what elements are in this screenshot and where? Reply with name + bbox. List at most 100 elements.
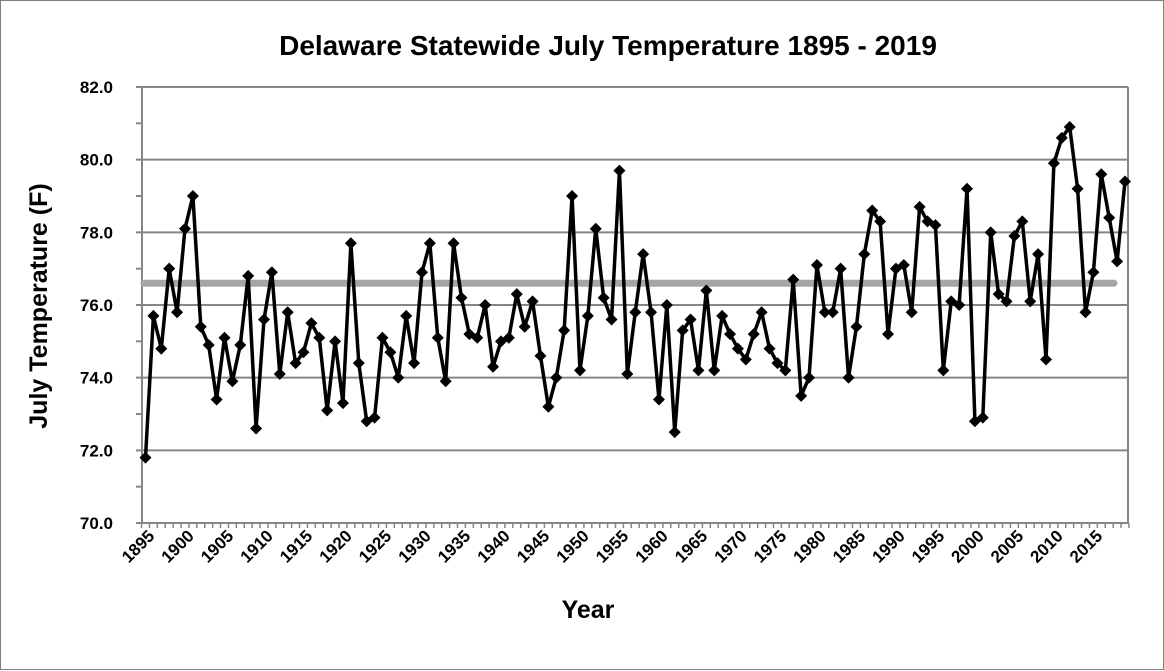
data-point-marker bbox=[273, 368, 286, 381]
data-point-marker bbox=[692, 364, 705, 377]
data-point-marker bbox=[265, 266, 278, 279]
x-tick-label: 1910 bbox=[237, 526, 277, 566]
y-axis-title: July Temperature (F) bbox=[25, 183, 53, 428]
data-point-marker bbox=[297, 346, 310, 359]
data-point-marker bbox=[953, 299, 966, 311]
data-point-marker bbox=[566, 190, 579, 202]
temperature-line bbox=[143, 125, 1127, 458]
y-axis: 70.0 72.0 74.0 76.0 78.0 80.0 82.0 bbox=[80, 78, 1129, 533]
y-tick-label: 74.0 bbox=[80, 369, 113, 388]
data-point-marker bbox=[660, 299, 673, 311]
data-point-marker bbox=[329, 335, 342, 348]
data-point-marker bbox=[202, 338, 215, 351]
x-tick-label: 1965 bbox=[671, 526, 711, 566]
data-point-marker bbox=[1063, 120, 1076, 133]
x-tick-label: 2000 bbox=[948, 526, 988, 566]
data-point-marker bbox=[795, 389, 808, 402]
data-point-marker bbox=[613, 164, 626, 177]
data-point-marker bbox=[874, 215, 887, 228]
x-tick-label: 2005 bbox=[987, 526, 1027, 566]
data-point-marker bbox=[155, 342, 168, 355]
x-tick-label: 1970 bbox=[711, 526, 751, 566]
data-point-marker bbox=[226, 375, 239, 388]
data-point-marker bbox=[289, 357, 302, 370]
data-point-marker bbox=[1071, 182, 1084, 195]
data-point-marker bbox=[937, 364, 950, 377]
data-point-marker bbox=[313, 331, 326, 344]
data-point-marker bbox=[1000, 295, 1013, 308]
data-point-marker bbox=[526, 295, 539, 308]
data-point-marker bbox=[147, 309, 160, 322]
x-tick-label: 1955 bbox=[592, 526, 632, 566]
data-point-marker bbox=[897, 259, 910, 272]
x-tick-label: 2010 bbox=[1027, 526, 1067, 566]
data-point-marker bbox=[842, 371, 855, 384]
data-point-marker bbox=[858, 248, 871, 261]
data-point-marker bbox=[487, 360, 500, 373]
x-tick-label: 1960 bbox=[632, 526, 672, 566]
data-point-marker bbox=[384, 346, 397, 359]
x-axis-title: Year bbox=[562, 596, 615, 624]
data-point-marker bbox=[194, 320, 207, 333]
x-tick-label: 1920 bbox=[316, 526, 356, 566]
data-point-marker bbox=[716, 309, 729, 322]
data-point-marker bbox=[234, 338, 247, 351]
data-point-marker bbox=[913, 200, 926, 213]
data-point-marker bbox=[708, 364, 721, 377]
data-point-marker bbox=[700, 284, 713, 297]
data-point-marker bbox=[242, 269, 255, 282]
data-point-marker bbox=[739, 353, 752, 366]
data-point-marker bbox=[684, 313, 697, 326]
data-point-marker bbox=[976, 411, 989, 424]
data-point-marker bbox=[139, 451, 152, 464]
data-point-marker bbox=[1032, 248, 1045, 261]
data-point-marker bbox=[763, 342, 776, 355]
data-point-marker bbox=[621, 368, 634, 381]
data-point-marker bbox=[629, 306, 642, 319]
data-point-marker bbox=[415, 266, 428, 279]
data-point-marker bbox=[376, 331, 389, 344]
data-point-marker bbox=[178, 222, 191, 235]
x-axis: 1895 1900 1905 1910 1915 1920 1925 1930 1935 1940… bbox=[118, 522, 1130, 567]
data-point-marker bbox=[163, 262, 176, 275]
data-point-marker bbox=[471, 331, 484, 344]
y-tick-label: 78.0 bbox=[80, 223, 113, 242]
data-point-marker bbox=[250, 422, 263, 435]
data-point-marker bbox=[866, 204, 879, 217]
x-tick-label: 1905 bbox=[197, 526, 237, 566]
data-point-marker bbox=[257, 313, 270, 326]
data-point-marker bbox=[850, 320, 863, 333]
data-point-marker bbox=[218, 331, 231, 344]
data-point-marker bbox=[1055, 131, 1068, 144]
data-point-marker bbox=[826, 306, 839, 319]
data-point-marker bbox=[344, 237, 357, 250]
chart-title: Delaware Statewide July Temperature 1895… bbox=[279, 30, 937, 61]
x-tick-label: 1930 bbox=[395, 526, 435, 566]
y-tick-label: 82.0 bbox=[80, 78, 113, 97]
data-point-marker bbox=[992, 288, 1005, 301]
gridlines bbox=[136, 86, 1128, 524]
data-point-marker bbox=[534, 349, 547, 362]
x-tick-label: 1980 bbox=[790, 526, 830, 566]
data-point-marker bbox=[479, 299, 492, 311]
data-point-marker bbox=[581, 309, 594, 322]
x-tick-label: 1950 bbox=[553, 526, 593, 566]
data-point-marker bbox=[605, 313, 618, 326]
data-point-marker bbox=[502, 331, 515, 344]
data-point-marker bbox=[787, 273, 800, 286]
data-point-marker bbox=[542, 400, 555, 413]
data-point-marker bbox=[281, 306, 294, 319]
data-point-marker bbox=[1047, 157, 1060, 170]
x-tick-label: 1995 bbox=[908, 526, 948, 566]
data-point-marker bbox=[510, 288, 523, 301]
data-point-marker bbox=[392, 371, 405, 384]
data-point-marker bbox=[882, 328, 895, 341]
x-tick-label: 1975 bbox=[750, 526, 790, 566]
data-point-marker bbox=[803, 371, 816, 384]
data-point-marker bbox=[336, 397, 349, 410]
x-tick-label: 1985 bbox=[829, 526, 869, 566]
data-point-marker bbox=[400, 309, 413, 322]
data-point-marker bbox=[961, 182, 974, 195]
data-point-marker bbox=[652, 393, 665, 406]
data-point-marker bbox=[1040, 353, 1053, 366]
